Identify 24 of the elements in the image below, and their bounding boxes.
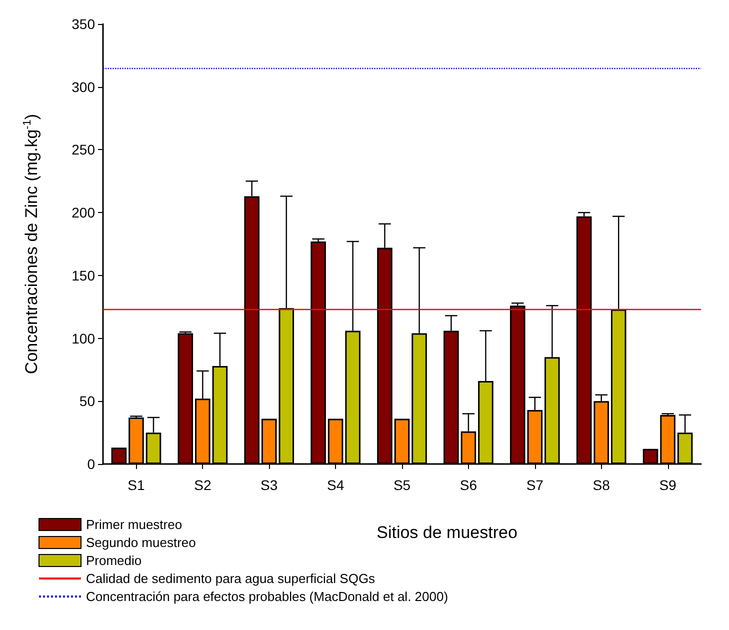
legend-label: Concentración para efectos probables (MacDonald et al. 2000): [86, 589, 448, 604]
y-tick-label: 100: [72, 330, 96, 346]
legend-label: Primer muestreo: [86, 517, 182, 532]
x-tick-label: S9: [659, 477, 677, 493]
x-tick-label: S6: [460, 477, 478, 493]
legend-label: Calidad de sedimento para agua superficial SQGs: [86, 571, 376, 586]
y-tick-label: 350: [72, 16, 96, 32]
y-tick-label: 150: [72, 267, 96, 284]
y-tick-label: 0: [87, 456, 96, 472]
x-tick-label: S4: [326, 477, 344, 493]
y-tick-label: 50: [79, 393, 96, 410]
x-tick-label: S5: [393, 477, 411, 493]
x-axis-title: Sitios de muestreo: [376, 523, 518, 542]
y-tick-label: 250: [72, 142, 96, 158]
legend-label: Segundo muestreo: [86, 535, 196, 550]
y-tick-label: 300: [72, 78, 96, 95]
x-tick-label: S2: [194, 477, 212, 493]
x-tick-label: S3: [260, 477, 278, 493]
legend-label: Promedio: [86, 553, 142, 568]
x-tick-label: S1: [128, 477, 145, 493]
y-tick-label: 200: [72, 204, 96, 221]
x-tick-label: S8: [592, 477, 610, 493]
x-tick-label: S7: [526, 477, 544, 493]
y-axis-title: Concentraciones de Zinc (mg.kg-1): [22, 114, 41, 374]
